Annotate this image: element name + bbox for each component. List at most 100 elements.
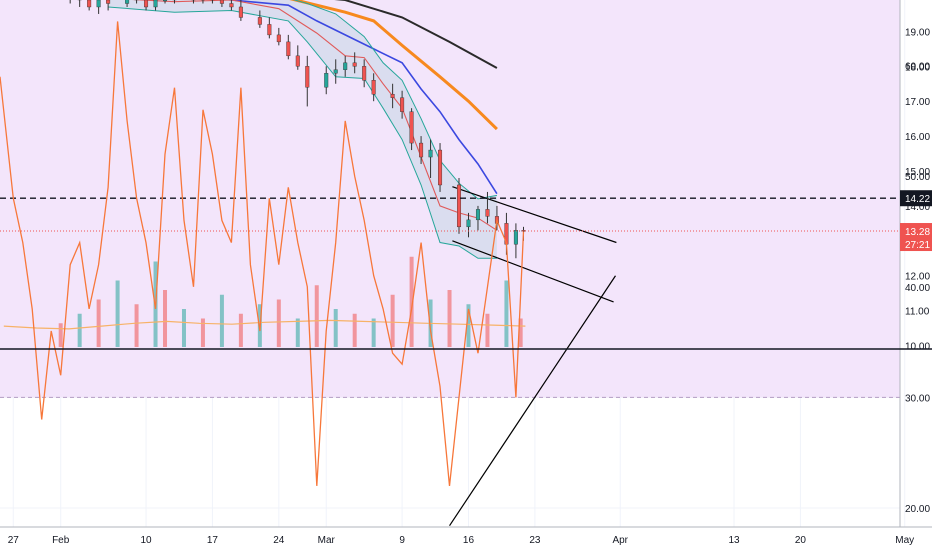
- price-tick-label: 17.00: [905, 97, 930, 108]
- candle-body: [125, 0, 130, 4]
- time-tick-label: 13: [728, 535, 740, 546]
- volume-bar: [390, 294, 395, 347]
- rsi-trendline: [449, 275, 616, 527]
- price-tick-label: 16.00: [905, 132, 930, 143]
- time-tick-label: Feb: [52, 535, 70, 546]
- price-tick-label: 18.00: [905, 62, 930, 73]
- candle-body: [475, 209, 480, 221]
- price-tick-label: 19.00: [905, 27, 930, 38]
- candle-body: [419, 142, 424, 158]
- candle-body: [409, 111, 414, 144]
- candle-body: [400, 97, 405, 112]
- candle-body: [106, 0, 111, 4]
- time-tick-label: 20: [795, 535, 807, 546]
- volume-bar: [181, 309, 186, 347]
- rsi-tick-label: 50.00: [905, 172, 930, 183]
- candle-body: [513, 230, 518, 245]
- last-price-label: 13.28: [905, 227, 930, 238]
- candle-body: [144, 0, 149, 8]
- volume-bar: [485, 313, 490, 347]
- bollinger-basis-line: [131, 0, 498, 231]
- candle-body: [305, 66, 310, 88]
- candle-body: [87, 0, 92, 8]
- candle-body: [276, 34, 281, 43]
- volume-bar: [276, 299, 281, 347]
- candle-body: [229, 3, 234, 8]
- volume-bar: [371, 318, 376, 347]
- candle-body: [333, 69, 338, 74]
- time-tick-label: Apr: [612, 535, 628, 546]
- volume-bar: [333, 309, 338, 347]
- volume-bar: [466, 304, 471, 347]
- volume-moving-average: [3, 319, 526, 330]
- volume-bar: [58, 323, 63, 347]
- candle-body: [457, 184, 462, 228]
- price-tick-label: 12.00: [905, 272, 930, 283]
- ema-line: [222, 0, 498, 195]
- candle-body: [96, 0, 101, 8]
- candle-body: [295, 55, 300, 67]
- time-tick-label: 10: [140, 535, 152, 546]
- time-tick-label: 27: [8, 535, 20, 546]
- candle-body: [343, 62, 348, 70]
- candle-body: [362, 66, 367, 81]
- rsi-tick-label: 30.00: [905, 393, 930, 404]
- time-tick-label: 23: [529, 535, 541, 546]
- rsi-tick-label: 40.00: [905, 283, 930, 294]
- candle-body: [219, 0, 224, 4]
- resistance-price-label: 14.22: [905, 194, 930, 205]
- time-tick-label: 9: [399, 535, 405, 546]
- price-tick-label: 10.00: [905, 342, 930, 353]
- candle-body: [238, 6, 243, 18]
- volume-bar: [352, 313, 357, 347]
- volume-bar: [447, 290, 452, 347]
- candle-body: [267, 24, 272, 36]
- candle-body: [153, 0, 158, 8]
- candle-body: [438, 149, 443, 186]
- rsi-line: [0, 21, 525, 486]
- volume-bar: [504, 280, 509, 347]
- last-price-badge: [900, 223, 932, 252]
- price-tick-label: 14.00: [905, 202, 930, 213]
- time-tick-label: 24: [273, 535, 285, 546]
- price-tick-label: 11.00: [905, 307, 930, 318]
- candle-body: [352, 62, 357, 67]
- price-tick-label: 15.00: [905, 167, 930, 178]
- channel-upper-trendline: [452, 186, 617, 244]
- volume-bar: [96, 299, 101, 347]
- bollinger-band-fill: [108, 0, 497, 259]
- candle-body: [286, 41, 291, 57]
- sma-mid-line: [289, 0, 498, 131]
- channel-lower-trendline: [452, 240, 614, 303]
- candle-body: [485, 209, 490, 217]
- time-tick-label: May: [895, 535, 914, 546]
- candle-body: [428, 149, 433, 158]
- candle-body: [257, 17, 262, 25]
- candle-body: [324, 73, 329, 88]
- volume-bar: [163, 290, 168, 347]
- volume-bar: [115, 280, 120, 347]
- volume-bar: [219, 294, 224, 347]
- volume-bar: [295, 318, 300, 347]
- sma-long-line: [334, 0, 498, 69]
- bar-countdown-label: 27:21: [905, 240, 930, 251]
- volume-bar: [134, 304, 139, 347]
- volume-bar: [200, 318, 205, 347]
- candle-body: [163, 0, 168, 2]
- time-tick-label: 17: [207, 535, 219, 546]
- candle-body: [371, 80, 376, 95]
- time-tick-label: 16: [463, 535, 475, 546]
- volume-bar: [77, 313, 82, 347]
- candle-body: [390, 94, 395, 98]
- rsi-tick-label: 60.00: [905, 62, 930, 73]
- bollinger-upper-line: [292, 0, 497, 200]
- time-tick-label: Mar: [318, 535, 336, 546]
- rsi-tick-label: 20.00: [905, 504, 930, 515]
- volume-bar: [518, 318, 523, 347]
- volume-bar: [238, 313, 243, 347]
- volume-bar: [409, 256, 414, 347]
- volume-bar: [314, 285, 319, 347]
- resistance-price-badge: [900, 190, 932, 207]
